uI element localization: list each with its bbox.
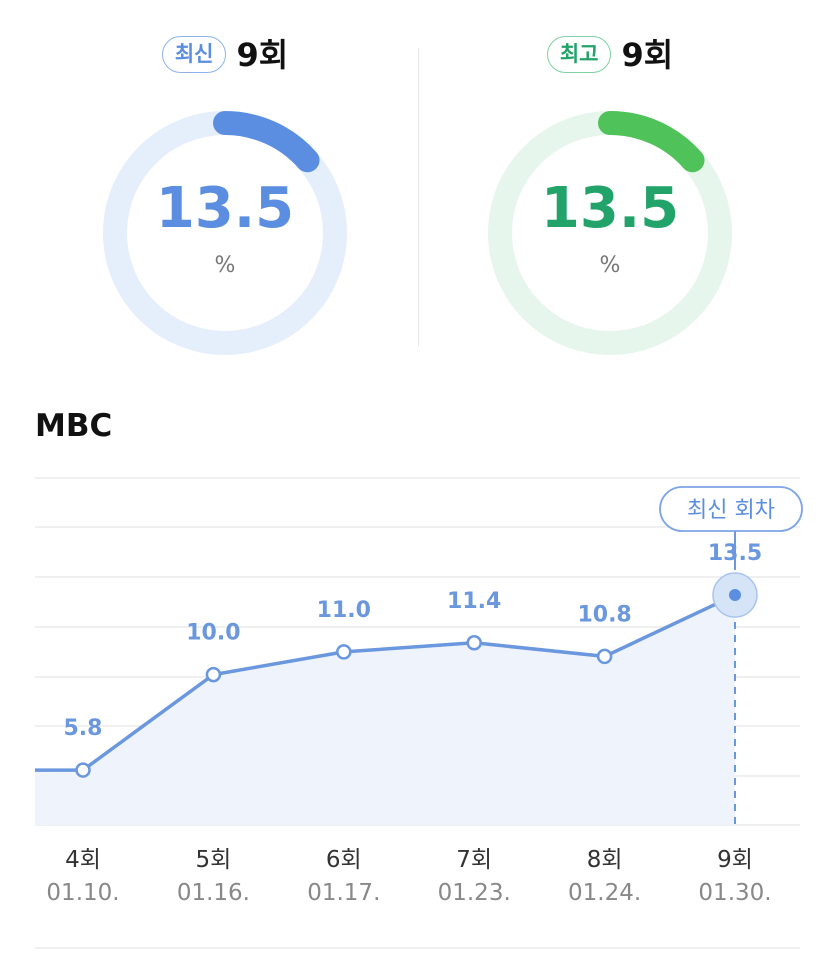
rating-line-chart: 5.8 4회 01.10. 10.0 5회 01.16. 11.0 6회 01.17. 11.4 7… xyxy=(35,477,803,949)
data-point xyxy=(729,589,741,602)
panel-divider xyxy=(418,48,419,346)
data-point xyxy=(75,762,91,778)
latest-episode: 9회 xyxy=(236,35,289,74)
x-tick-date: 01.24. xyxy=(568,880,641,906)
x-tick-episode: 4회 xyxy=(65,847,101,873)
best-value: 13.5 xyxy=(540,176,680,241)
data-label: 10.0 xyxy=(186,621,240,646)
latest-gauge-arc xyxy=(213,111,320,173)
best-gauge: 13.5 % xyxy=(480,103,740,363)
x-tick-date: 01.23. xyxy=(438,880,511,906)
x-tick-date: 01.30. xyxy=(698,880,771,906)
data-label: 11.0 xyxy=(317,598,371,623)
best-episode: 9회 xyxy=(621,35,674,74)
latest-rating-panel: 최신 9회 13.5 % xyxy=(20,28,430,368)
data-point xyxy=(596,648,613,665)
chart-title: MBC xyxy=(35,408,113,444)
latest-badge: 최신 xyxy=(161,36,227,73)
best-badge: 최고 xyxy=(546,36,612,73)
x-tick-episode: 5회 xyxy=(196,847,232,873)
x-tick-date: 01.10. xyxy=(46,880,119,906)
x-tick-episode: 9회 xyxy=(717,847,753,873)
x-tick-date: 01.17. xyxy=(307,880,380,906)
area-fill xyxy=(35,595,735,825)
data-point xyxy=(466,635,482,651)
latest-value: 13.5 xyxy=(155,176,295,241)
callout-label: 최신 회차 xyxy=(687,498,775,523)
x-tick-episode: 8회 xyxy=(587,847,623,873)
best-gauge-arc xyxy=(598,111,705,173)
x-tick-date: 01.16. xyxy=(177,880,250,906)
latest-unit: % xyxy=(214,253,236,278)
data-point xyxy=(205,666,222,683)
best-unit: % xyxy=(599,253,621,278)
data-label: 5.8 xyxy=(64,716,103,741)
data-point xyxy=(336,644,352,660)
latest-episode-callout xyxy=(659,486,803,532)
best-header: 최고 9회 xyxy=(405,36,815,73)
latest-gauge: 13.5 % xyxy=(95,103,355,363)
x-tick-episode: 6회 xyxy=(326,847,362,873)
best-rating-panel: 최고 9회 13.5 % xyxy=(405,28,815,368)
data-label: 10.8 xyxy=(577,602,631,627)
latest-header: 최신 9회 xyxy=(20,36,430,73)
data-label: 11.4 xyxy=(447,589,501,614)
x-tick-episode: 7회 xyxy=(456,847,492,873)
